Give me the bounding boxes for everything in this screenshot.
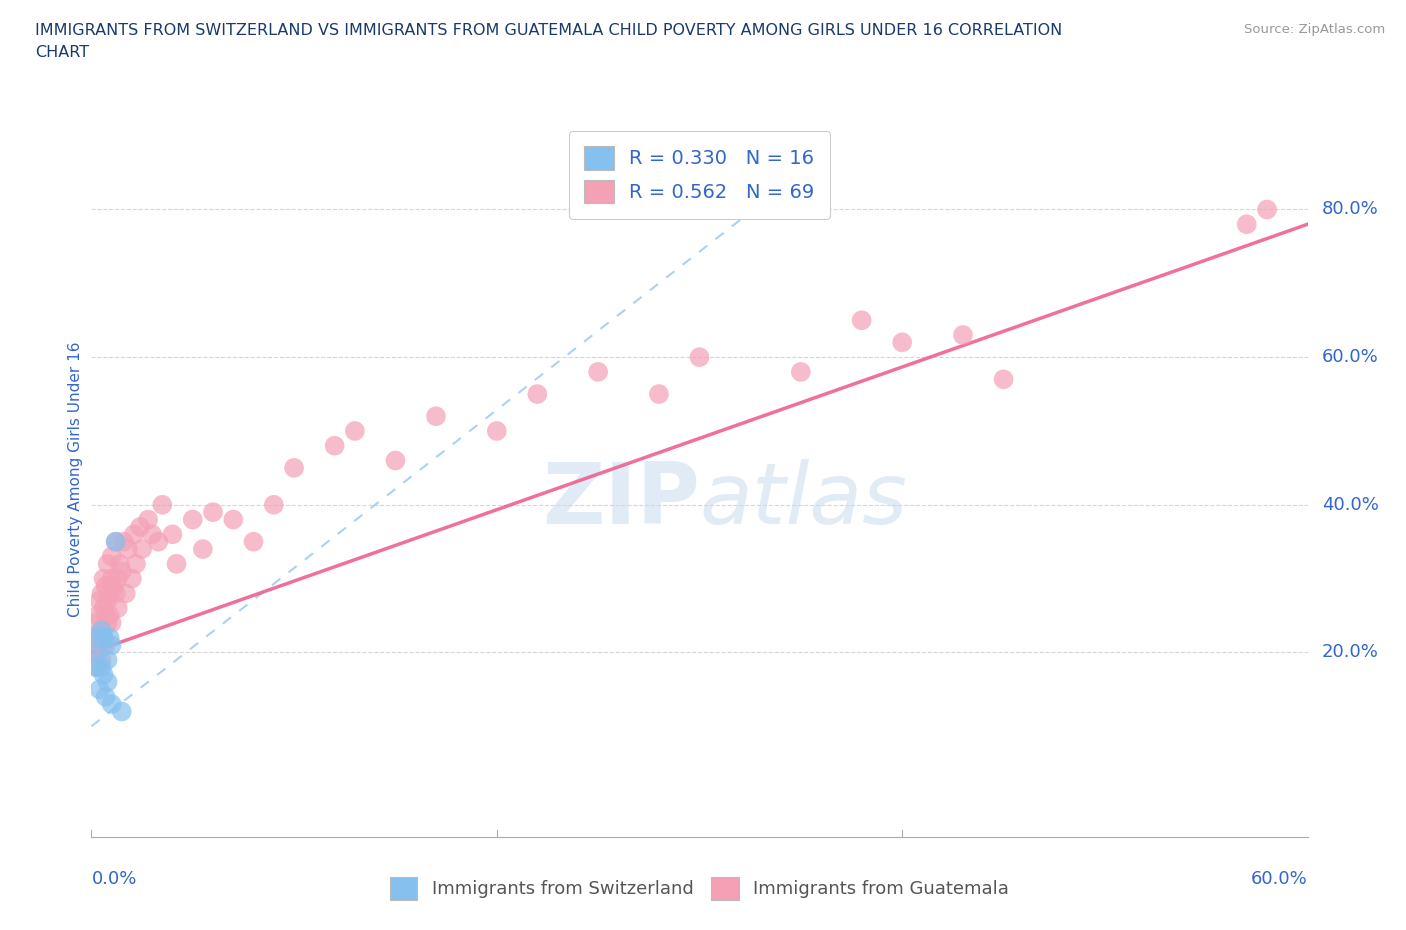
Point [222, 512, 245, 527]
Point [111, 564, 134, 578]
Text: ZIP: ZIP [541, 458, 699, 542]
Point [97, 616, 120, 631]
Point [283, 460, 305, 475]
Point [90, 623, 112, 638]
Point [86, 645, 108, 660]
Point [93, 571, 115, 586]
Point [90, 623, 112, 638]
Point [129, 520, 152, 535]
Point [103, 578, 125, 593]
Text: IMMIGRANTS FROM SWITZERLAND VS IMMIGRANTS FROM GUATEMALA CHILD POVERTY AMONG GIR: IMMIGRANTS FROM SWITZERLAND VS IMMIGRANT… [35, 23, 1063, 60]
Point [125, 556, 148, 571]
Point [97, 556, 120, 571]
Point [89, 631, 111, 645]
Point [89, 631, 111, 645]
Point [89, 638, 111, 653]
Point [100, 697, 122, 711]
Point [90, 586, 112, 601]
Point [84, 616, 107, 631]
Point [384, 453, 406, 468]
Point [136, 512, 159, 527]
Point [191, 541, 214, 556]
Point [107, 601, 129, 616]
Text: 80.0%: 80.0% [1322, 201, 1378, 219]
Point [323, 438, 346, 453]
Point [181, 512, 204, 527]
Text: 0.0%: 0.0% [91, 870, 136, 888]
Point [86, 659, 108, 674]
Point [90, 659, 112, 674]
Text: Source: ZipAtlas.com: Source: ZipAtlas.com [1244, 23, 1385, 36]
Point [104, 534, 127, 549]
Point [89, 682, 111, 697]
Point [122, 527, 145, 542]
Point [98, 608, 121, 623]
Text: 60.0%: 60.0% [1251, 870, 1308, 888]
Point [94, 638, 117, 653]
Point [98, 631, 121, 645]
Point [425, 409, 447, 424]
Point [121, 571, 143, 586]
Point [148, 534, 170, 549]
Point [166, 556, 188, 571]
Point [84, 645, 107, 660]
Point [263, 498, 285, 512]
Point [108, 556, 131, 571]
Point [150, 498, 173, 512]
Point [586, 365, 609, 379]
Point [1256, 202, 1278, 217]
Point [84, 659, 107, 674]
Point [100, 549, 122, 564]
Point [202, 505, 225, 520]
Point [891, 335, 914, 350]
Point [94, 578, 117, 593]
Point [100, 616, 122, 631]
Point [93, 631, 115, 645]
Point [94, 689, 117, 704]
Point [89, 593, 111, 608]
Point [104, 586, 127, 601]
Point [851, 312, 873, 327]
Point [97, 593, 120, 608]
Point [141, 527, 163, 542]
Point [111, 704, 134, 719]
Y-axis label: Child Poverty Among Girls Under 16: Child Poverty Among Girls Under 16 [67, 341, 83, 617]
Point [93, 601, 115, 616]
Point [97, 674, 120, 689]
Point [104, 534, 127, 549]
Point [112, 534, 135, 549]
Text: atlas: atlas [699, 458, 907, 542]
Point [82, 631, 104, 645]
Point [242, 534, 264, 549]
Legend: Immigrants from Switzerland, Immigrants from Guatemala: Immigrants from Switzerland, Immigrants … [382, 870, 1017, 907]
Point [993, 372, 1015, 387]
Point [100, 638, 122, 653]
Text: 20.0%: 20.0% [1322, 644, 1379, 661]
Point [131, 541, 153, 556]
Point [86, 608, 108, 623]
Point [90, 652, 112, 667]
Point [97, 652, 120, 667]
Point [648, 387, 671, 402]
Text: 60.0%: 60.0% [1322, 348, 1378, 366]
Point [100, 571, 122, 586]
Point [485, 423, 508, 438]
Point [98, 586, 121, 601]
Point [94, 608, 117, 623]
Point [162, 527, 184, 542]
Point [115, 586, 138, 601]
Point [93, 631, 115, 645]
Point [790, 365, 813, 379]
Point [688, 350, 710, 365]
Point [93, 667, 115, 682]
Point [343, 423, 366, 438]
Point [952, 327, 974, 342]
Point [526, 387, 548, 402]
Point [1236, 217, 1258, 232]
Text: 40.0%: 40.0% [1322, 496, 1379, 513]
Point [117, 541, 139, 556]
Point [107, 571, 129, 586]
